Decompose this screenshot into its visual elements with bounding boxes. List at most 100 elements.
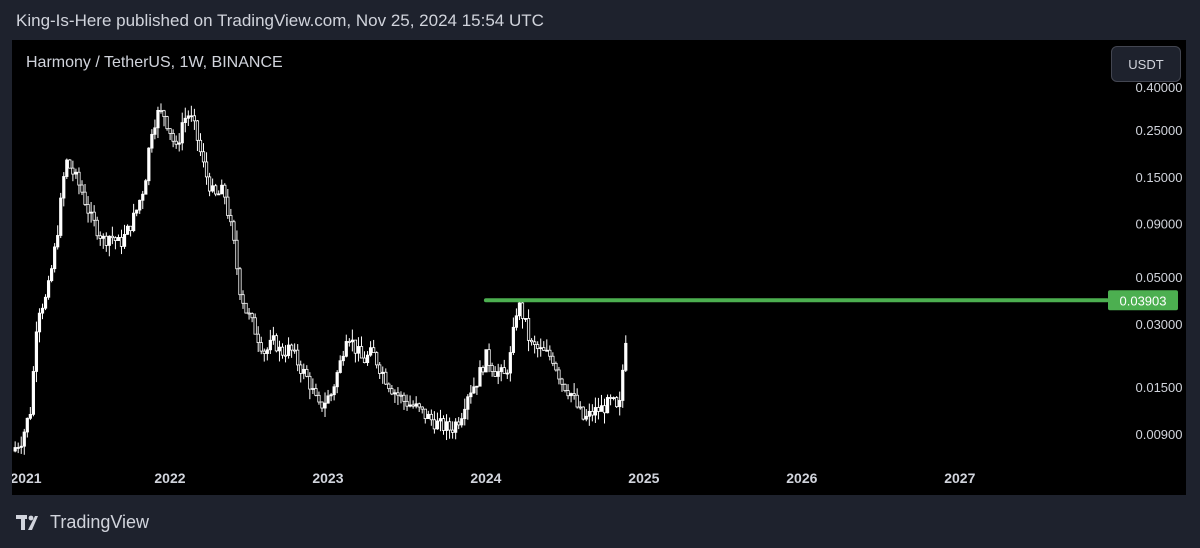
candle bbox=[77, 167, 81, 195]
chart-panel[interactable]: 0.03903 0.40000 0.25000 0.15000 0.09000 0.05… bbox=[12, 40, 1186, 495]
candle bbox=[347, 338, 351, 347]
x-axis: 2021 2022 2023 2024 2025 2026 2027 bbox=[12, 470, 976, 486]
candle bbox=[396, 387, 400, 405]
candle bbox=[602, 398, 607, 424]
candle-body bbox=[74, 171, 78, 175]
candle-body bbox=[429, 413, 433, 421]
candle-body bbox=[375, 352, 379, 366]
candle-body bbox=[317, 394, 321, 403]
candle-body bbox=[253, 317, 257, 335]
candle-body bbox=[569, 393, 573, 397]
candle bbox=[192, 108, 196, 130]
candle bbox=[454, 418, 458, 440]
candle bbox=[599, 394, 604, 412]
candle-body bbox=[438, 418, 443, 422]
candle-body bbox=[557, 369, 561, 380]
candle-body bbox=[542, 347, 546, 351]
candle bbox=[195, 120, 200, 151]
symbol-title[interactable]: Harmony / TetherUS, 1W, BINANCE bbox=[26, 54, 283, 71]
candle-body bbox=[615, 397, 619, 408]
candle bbox=[116, 234, 121, 241]
candle-body bbox=[171, 133, 175, 142]
candle-body bbox=[153, 127, 157, 135]
candle bbox=[323, 392, 327, 417]
candle bbox=[548, 345, 552, 361]
x-tick-label: 2027 bbox=[944, 470, 975, 486]
candle bbox=[368, 341, 373, 357]
candle-body bbox=[530, 339, 534, 343]
candle bbox=[259, 336, 263, 355]
candle-body bbox=[71, 167, 75, 175]
candle bbox=[271, 326, 275, 345]
candle-body bbox=[593, 407, 597, 416]
candle-body bbox=[378, 364, 382, 374]
candle bbox=[204, 152, 209, 185]
candle-body bbox=[505, 372, 509, 375]
candle-body bbox=[168, 128, 172, 134]
candle-body bbox=[405, 400, 409, 407]
level-price-tag bbox=[1108, 290, 1178, 311]
candle-body bbox=[122, 233, 127, 247]
candle bbox=[375, 351, 379, 369]
candle-body bbox=[335, 372, 339, 388]
candle bbox=[286, 337, 291, 359]
candle-body bbox=[68, 159, 72, 169]
currency-button[interactable]: USDT bbox=[1111, 46, 1181, 82]
candle-body bbox=[590, 410, 594, 416]
candle-body bbox=[135, 209, 139, 214]
tradingview-logo-icon bbox=[16, 514, 38, 530]
candle-body bbox=[387, 383, 391, 390]
candle bbox=[280, 343, 285, 359]
publish-info: King-Is-Here published on TradingView.co… bbox=[16, 11, 544, 30]
candle bbox=[405, 394, 409, 411]
candle-body bbox=[463, 408, 467, 420]
candle-body bbox=[411, 404, 415, 407]
candle bbox=[262, 348, 266, 362]
candle-body bbox=[183, 117, 187, 123]
candle-body bbox=[83, 191, 87, 205]
candle bbox=[581, 406, 585, 421]
candle-body bbox=[302, 368, 306, 374]
candle-body bbox=[536, 344, 540, 349]
candle-body bbox=[596, 407, 601, 412]
candle bbox=[125, 224, 130, 235]
level-layer: 0.03903 bbox=[483, 290, 1178, 311]
candle-body bbox=[365, 354, 370, 364]
candle-body bbox=[481, 367, 485, 373]
candle-body bbox=[344, 341, 348, 357]
candle-body bbox=[256, 333, 260, 344]
candle-body bbox=[226, 196, 230, 216]
candle-body bbox=[372, 347, 376, 354]
candle bbox=[53, 243, 57, 273]
candle bbox=[232, 219, 236, 245]
candle-body bbox=[59, 197, 63, 236]
candle bbox=[563, 383, 567, 393]
candle bbox=[244, 302, 248, 314]
candle bbox=[372, 339, 376, 354]
candle-body bbox=[229, 215, 233, 223]
candle bbox=[533, 335, 537, 354]
candle bbox=[174, 135, 178, 149]
candle-body bbox=[198, 139, 203, 153]
candle bbox=[587, 403, 591, 426]
candle-body bbox=[159, 110, 163, 112]
candle-body bbox=[144, 180, 148, 195]
candle-body bbox=[584, 415, 588, 420]
candle bbox=[341, 350, 345, 366]
candle bbox=[612, 396, 616, 401]
candle-body bbox=[101, 235, 105, 239]
candle-body bbox=[496, 371, 500, 377]
candle-body bbox=[356, 346, 361, 354]
candle bbox=[359, 336, 364, 359]
candle-body bbox=[65, 159, 69, 177]
candle-body bbox=[484, 349, 488, 373]
candle-body bbox=[217, 193, 221, 196]
candle bbox=[542, 341, 546, 351]
candle bbox=[214, 183, 218, 197]
candle bbox=[344, 334, 348, 358]
candle-body bbox=[608, 397, 613, 399]
candle-body bbox=[575, 394, 579, 408]
price-chart[interactable]: 0.03903 0.40000 0.25000 0.15000 0.09000 0.05… bbox=[12, 40, 1186, 495]
candle-body bbox=[92, 211, 96, 221]
tradingview-brand[interactable]: TradingView bbox=[16, 512, 149, 533]
